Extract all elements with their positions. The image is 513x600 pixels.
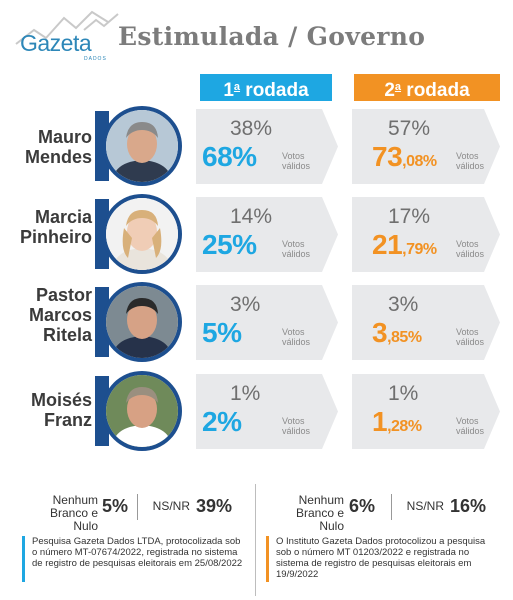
valid-votes-label: Votos válidos — [456, 239, 485, 259]
valid-percentage: 5% — [202, 317, 242, 348]
logo-text: Gazeta — [20, 30, 92, 56]
panel-arrow-shape — [352, 197, 500, 272]
valid-percentage: 25% — [202, 229, 257, 260]
panel-arrow-shape — [196, 197, 338, 272]
valid-percentage: 2% — [202, 406, 242, 437]
total-percentage: 38% — [230, 117, 273, 140]
valid-votes-label: Votos válidos — [282, 239, 311, 259]
nsnr-label-r1: NS/NR — [152, 499, 190, 513]
total-percentage: 3% — [230, 293, 261, 316]
candidate-photo — [102, 282, 182, 362]
panel-arrow-shape — [196, 109, 338, 184]
logo-subtext: DADOS — [84, 56, 107, 62]
registration-note-round-2: O Instituto Gazeta Dados protocolizou a … — [266, 536, 496, 582]
candidate-photo — [102, 106, 182, 186]
round-1-panel: 1% 2% Votos válidos — [196, 374, 338, 449]
candidate-row: Pastor Marcos Ritela 3% 5 — [0, 281, 513, 363]
stat-divider — [391, 494, 392, 520]
round-2-panel: 1% 1,28% Votos válidos — [352, 374, 500, 449]
candidate-name: Mauro Mendes — [24, 127, 92, 167]
page-title: Estimulada / Governo — [118, 22, 426, 51]
candidate-row: Moisés Franz 1% 2% — [0, 370, 513, 452]
total-percentage: 14% — [230, 205, 273, 228]
nsnr-value-r2: 16% — [450, 496, 487, 516]
total-percentage: 1% — [230, 382, 261, 405]
nsnr-value-r1: 39% — [196, 496, 233, 516]
candidate-photo — [102, 194, 182, 274]
panel-arrow-shape — [352, 109, 500, 184]
nenhum-label-r2: Nenhum Branco e Nulo — [295, 493, 344, 533]
nenhum-label-r1: Nenhum Branco e Nulo — [49, 493, 98, 533]
round-2-header: 2a rodada — [354, 74, 500, 101]
valid-percentage: 21,79% — [372, 229, 437, 260]
round-1-header: 1a rodada — [200, 74, 332, 101]
panel-arrow-shape — [196, 285, 338, 360]
valid-percentage: 68% — [202, 141, 257, 172]
valid-votes-label: Votos válidos — [456, 327, 485, 347]
registration-note-round-1: Pesquisa Gazeta Dados LTDA, protocolizad… — [22, 536, 247, 582]
person-portrait-icon — [106, 286, 178, 358]
column-divider — [255, 484, 256, 596]
candidate-name: Moisés Franz — [30, 390, 92, 430]
round-2-panel: 17% 21,79% Votos válidos — [352, 197, 500, 272]
candidate-row: Mauro Mendes 38% 68% — [0, 105, 513, 187]
person-portrait-icon — [106, 198, 178, 270]
total-percentage: 1% — [388, 382, 419, 405]
candidate-photo — [102, 371, 182, 451]
total-percentage: 57% — [388, 117, 431, 140]
valid-votes-label: Votos válidos — [282, 151, 311, 171]
others-stats: Nenhum Branco e Nulo 5% NS/NR 39% Nenhum B… — [0, 484, 513, 533]
valid-percentage: 1,28% — [372, 406, 422, 437]
round-2-panel: 57% 73,08% Votos válidos — [352, 109, 500, 184]
person-portrait-icon — [106, 375, 178, 447]
nsnr-label-r2: NS/NR — [406, 499, 444, 513]
valid-votes-label: Votos válidos — [456, 416, 485, 436]
valid-percentage: 3,85% — [372, 317, 422, 348]
gazeta-logo-icon — [15, 10, 119, 45]
valid-votes-label: Votos válidos — [456, 151, 485, 171]
total-percentage: 17% — [388, 205, 431, 228]
panel-arrow-shape — [352, 285, 500, 360]
candidate-name: Marcia Pinheiro — [19, 207, 92, 247]
round-1-panel: 38% 68% Votos válidos — [196, 109, 338, 184]
nenhum-value-r1: 5% — [102, 496, 129, 516]
candidate-row: Marcia Pinheiro 14% 25% — [0, 193, 513, 275]
nenhum-value-r2: 6% — [349, 496, 376, 516]
round-2-panel: 3% 3,85% Votos válidos — [352, 285, 500, 360]
round-1-panel: 3% 5% Votos válidos — [196, 285, 338, 360]
header: Gazeta DADOS Estimulada / Governo — [0, 0, 513, 70]
valid-percentage: 73,08% — [372, 141, 437, 172]
valid-votes-label: Votos válidos — [282, 416, 311, 436]
panel-arrow-shape — [352, 374, 500, 449]
valid-votes-label: Votos válidos — [282, 327, 311, 347]
candidate-name: Pastor Marcos Ritela — [28, 285, 92, 345]
panel-arrow-shape — [196, 374, 338, 449]
stat-divider — [137, 494, 138, 520]
total-percentage: 3% — [388, 293, 419, 316]
round-1-panel: 14% 25% Votos válidos — [196, 197, 338, 272]
person-portrait-icon — [106, 110, 178, 182]
